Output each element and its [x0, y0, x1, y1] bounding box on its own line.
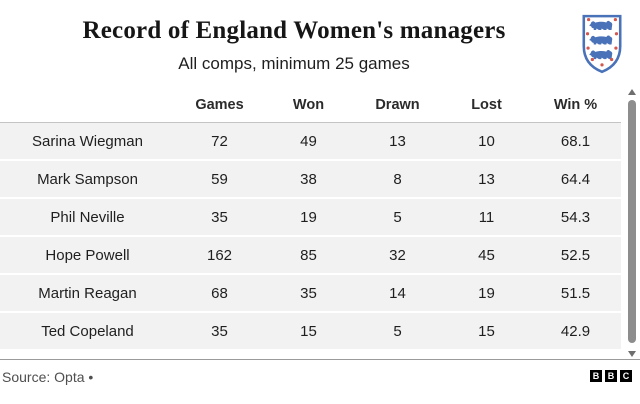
scrollbar-thumb[interactable] [628, 100, 636, 343]
manager-name-cell: Sarina Wiegman [32, 132, 143, 150]
stat-cell: 68 [211, 284, 228, 302]
table-row: Ted Copeland 35 15 5 15 42.9 [0, 313, 621, 351]
scroll-up-icon[interactable] [628, 89, 636, 95]
manager-name-cell: Hope Powell [45, 246, 130, 264]
stat-cell: 64.4 [560, 170, 591, 188]
manager-name-cell: Ted Copeland [41, 322, 134, 340]
stat-cell: 72 [211, 132, 228, 150]
page-subtitle: All comps, minimum 25 games [178, 54, 410, 73]
table-row: Phil Neville 35 19 5 11 54.3 [0, 199, 621, 237]
stat-cell: 14 [389, 284, 406, 302]
source-attribution: Source: Opta • [2, 369, 94, 385]
column-header: Win % [553, 97, 598, 113]
stat-cell: 5 [393, 322, 402, 340]
stat-cell: 49 [300, 132, 317, 150]
stat-cell: 59 [211, 170, 228, 188]
column-header: Drawn [375, 97, 420, 113]
bbc-logo-block: B [590, 370, 602, 382]
manager-name-cell: Phil Neville [50, 208, 125, 226]
chart-header: Record of England Women's managers All c… [0, 0, 588, 74]
stat-cell: 15 [300, 322, 317, 340]
stat-cell: 68.1 [560, 132, 591, 150]
stat-cell: 51.5 [560, 284, 591, 302]
stat-cell: 54.3 [560, 208, 591, 226]
column-header: Lost [471, 97, 502, 113]
bbc-logo-block: B [605, 370, 617, 382]
stat-cell: 13 [389, 132, 406, 150]
stat-cell: 19 [478, 284, 495, 302]
stat-cell: 38 [300, 170, 317, 188]
stat-cell: 5 [393, 208, 402, 226]
bbc-logo: B B C [590, 370, 632, 382]
stat-cell: 15 [478, 322, 495, 340]
table-row: Martin Reagan 68 35 14 19 51.5 [0, 275, 621, 313]
stat-cell: 8 [393, 170, 402, 188]
page-title: Record of England Women's managers [82, 17, 506, 44]
footer-divider [0, 359, 640, 360]
table-row: Sarina Wiegman 72 49 13 10 68.1 [0, 123, 621, 161]
england-crest-icon [582, 14, 622, 74]
stat-cell: 13 [478, 170, 495, 188]
column-header: Games [195, 97, 244, 113]
bbc-logo-block: C [620, 370, 632, 382]
column-header: Won [292, 97, 325, 113]
manager-name-cell: Martin Reagan [38, 284, 137, 302]
stats-table: Games Won Drawn Lost Win % Sarina Wiegman 72 4… [0, 88, 621, 351]
stat-cell: 42.9 [560, 322, 591, 340]
stat-cell: 35 [211, 208, 228, 226]
table-header-row: Games Won Drawn Lost Win % [0, 88, 621, 123]
stat-cell: 10 [478, 132, 495, 150]
table-row: Hope Powell 162 85 32 45 52.5 [0, 237, 621, 275]
stat-cell: 11 [478, 208, 495, 226]
stat-cell: 52.5 [560, 246, 591, 264]
stat-cell: 162 [206, 246, 233, 264]
stat-cell: 45 [478, 246, 495, 264]
stat-cell: 35 [300, 284, 317, 302]
table-body: Sarina Wiegman 72 49 13 10 68.1 Mark Sampson 59… [0, 123, 621, 351]
manager-name-cell: Mark Sampson [37, 170, 138, 188]
stat-cell: 19 [300, 208, 317, 226]
vertical-scrollbar[interactable] [627, 87, 637, 359]
stat-cell: 35 [211, 322, 228, 340]
table-row: Mark Sampson 59 38 8 13 64.4 [0, 161, 621, 199]
stat-cell: 85 [300, 246, 317, 264]
stat-cell: 32 [389, 246, 406, 264]
scroll-down-icon[interactable] [628, 351, 636, 357]
